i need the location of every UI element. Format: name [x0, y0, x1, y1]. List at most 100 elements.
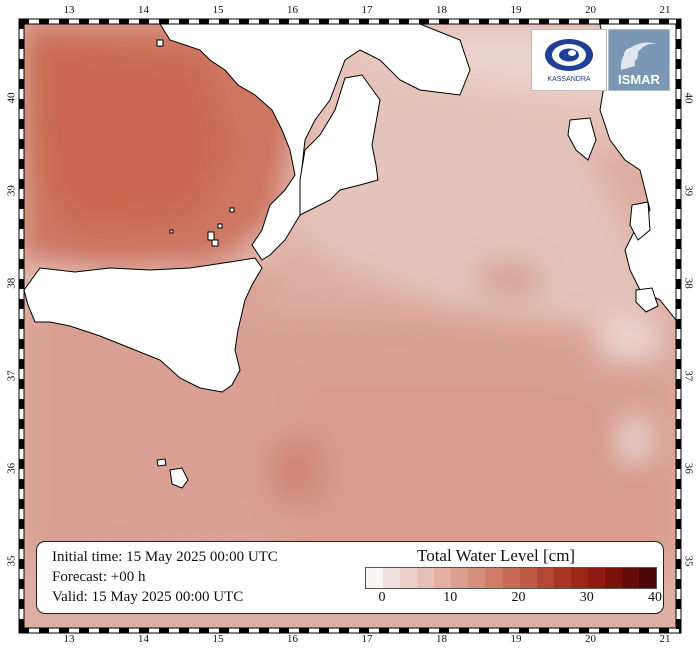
colorbar-swatch: [366, 568, 384, 588]
initial-time: Initial time: 15 May 2025 00:00 UTC: [52, 549, 278, 565]
lat-tick-label: 39: [682, 185, 694, 197]
frame-dash: [359, 628, 369, 633]
frame-dash: [676, 279, 681, 289]
frame-dash: [676, 439, 681, 449]
colorbar-tick-label: 30: [579, 590, 594, 605]
frame-dash: [679, 628, 681, 633]
frame-dash: [676, 39, 681, 49]
lon-tick-label: 19: [511, 4, 523, 16]
frame-dash: [19, 59, 24, 69]
lat-tick-label: 40: [682, 93, 694, 105]
colorbar-swatch: [604, 568, 622, 588]
frame-dash: [179, 628, 189, 633]
frame-dash: [259, 628, 269, 633]
malta: [169, 467, 189, 489]
frame-dash: [19, 179, 24, 189]
frame-dash: [19, 579, 24, 589]
frame-dash: [439, 19, 449, 24]
colorbar-swatch: [417, 568, 435, 588]
frame-dash: [119, 19, 129, 24]
frame-dash: [676, 619, 681, 629]
land-masses: [24, 24, 676, 489]
frame-dash: [659, 628, 669, 633]
colorbar-swatch: [587, 568, 605, 588]
colorbar-tick-label: 10: [443, 590, 458, 605]
frame-dash: [119, 628, 129, 633]
frame-dash: [39, 19, 49, 24]
frame-dash: [659, 19, 669, 24]
corfu: [567, 117, 597, 161]
frame-dash: [676, 399, 681, 409]
lat-tick-label: 37: [6, 370, 18, 382]
frame-dash: [79, 628, 89, 633]
frame-dash: [259, 19, 269, 24]
colorbar-swatch: [451, 568, 469, 588]
frame-dash: [19, 419, 24, 429]
lon-tick-label: 15: [213, 633, 225, 645]
frame-dash: [676, 419, 681, 429]
ismar-logo: ISMAR: [608, 29, 670, 91]
greece-coast: [599, 24, 676, 321]
frame-dash: [19, 19, 24, 29]
frame-dash: [676, 59, 681, 69]
frame-dash: [676, 299, 681, 309]
frame-dash: [339, 19, 349, 24]
frame-dash: [639, 19, 649, 24]
frame-dash: [139, 19, 149, 24]
frame-dash: [676, 479, 681, 489]
lat-tick-label: 36: [6, 462, 18, 474]
frame-dash: [59, 19, 69, 24]
frame-dash: [199, 19, 209, 24]
frame-dash: [99, 628, 109, 633]
calabria: [299, 74, 381, 216]
frame-dash: [579, 628, 589, 633]
colorbar-tick-label: 20: [511, 590, 526, 605]
frame-dash: [19, 479, 24, 489]
frame-dash: [159, 628, 169, 633]
frame-dash: [179, 19, 189, 24]
frame-dash: [19, 539, 24, 549]
frame-dash: [676, 519, 681, 529]
frame-dash: [676, 359, 681, 369]
frame-dash: [379, 19, 389, 24]
frame-dash: [19, 499, 24, 509]
lon-tick-label: 13: [64, 633, 76, 645]
frame-dash: [19, 459, 24, 469]
frame-dash: [379, 628, 389, 633]
frame-dash: [559, 19, 569, 24]
lipari-islands: [169, 207, 235, 247]
lat-tick-label: 36: [682, 463, 694, 475]
lon-tick-label: 20: [585, 633, 597, 645]
frame-dash: [19, 559, 24, 569]
frame-dash: [19, 599, 24, 609]
sicily: [24, 257, 263, 393]
frame-dash: [19, 519, 24, 529]
frame-dash: [479, 628, 489, 633]
frame-dash: [676, 259, 681, 269]
frame-dash: [19, 99, 24, 109]
frame-dash: [19, 119, 24, 129]
frame-dash: [639, 628, 649, 633]
lon-tick-label: 18: [436, 4, 448, 16]
frame-dash: [299, 628, 309, 633]
frame-dash: [579, 19, 589, 24]
frame-dash: [676, 579, 681, 589]
frame-dash: [19, 619, 24, 629]
zakynthos: [635, 287, 659, 313]
colorbar-swatch: [570, 568, 588, 588]
frame-dash: [399, 19, 409, 24]
lat-tick-label: 40: [6, 92, 18, 104]
frame-dash: [459, 19, 469, 24]
frame-dash: [159, 19, 169, 24]
kassandra-logo-text: KASSANDRA: [547, 76, 591, 83]
lat-tick-label: 38: [682, 278, 694, 290]
frame-dash: [359, 19, 369, 24]
lat-tick-label: 38: [6, 277, 18, 289]
frame-dash: [676, 199, 681, 209]
italy-mainland: [159, 24, 471, 261]
lon-labels-bottom: 13 14 15 16 17 18 19 20 21: [64, 633, 671, 645]
lat-tick-label: 37: [682, 370, 694, 382]
run-info: Initial time: 15 May 2025 00:00 UTC Fore…: [52, 547, 278, 607]
frame-dash: [676, 599, 681, 609]
colorbar-swatch: [621, 568, 639, 588]
